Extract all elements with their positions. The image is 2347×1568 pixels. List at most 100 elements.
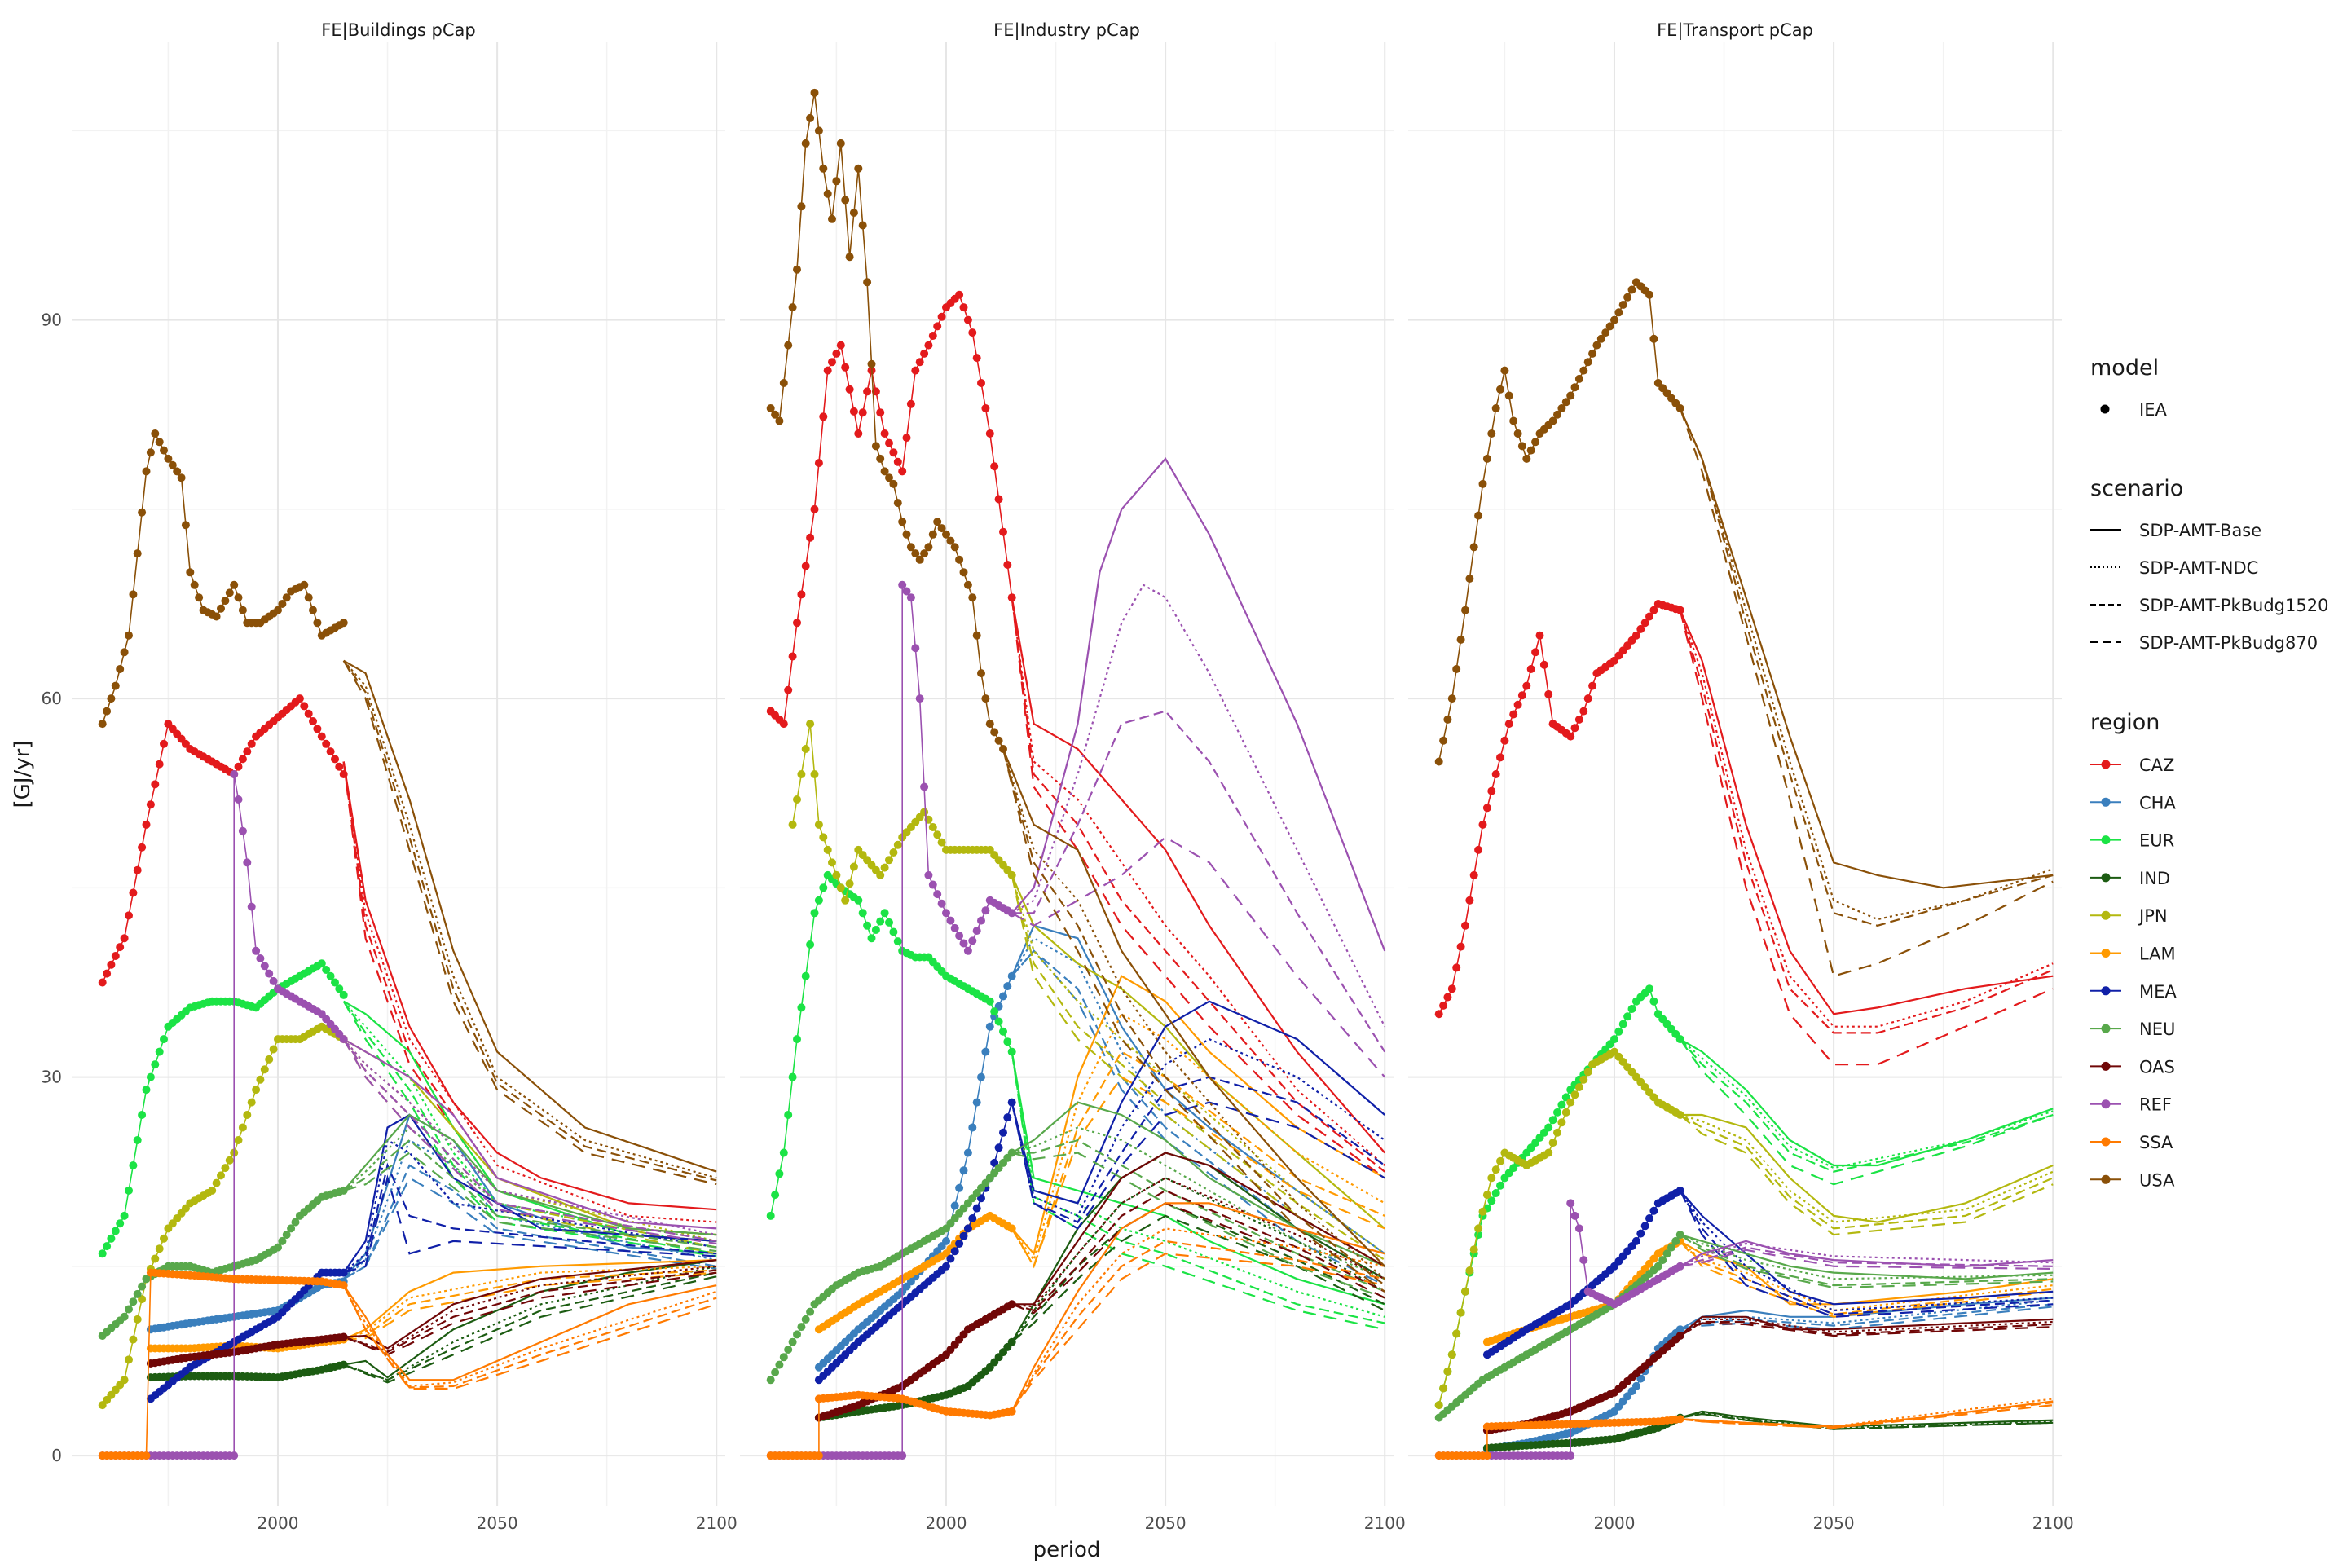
data-point: [1452, 1329, 1461, 1338]
data-point: [1452, 963, 1461, 972]
scenario-line: [1011, 1202, 1385, 1315]
data-point: [1645, 612, 1653, 621]
data-point: [195, 593, 204, 602]
data-point: [766, 1376, 775, 1385]
data-point: [1570, 1090, 1579, 1099]
data-point: [1007, 1407, 1016, 1416]
scenario-line: [342, 1000, 717, 1249]
data-point: [265, 1055, 274, 1064]
data-point: [120, 1211, 129, 1220]
data-point: [1675, 606, 1684, 614]
data-point: [999, 992, 1007, 1001]
data-point: [278, 1236, 287, 1245]
scenario-line: [1011, 975, 1385, 1256]
data-point: [810, 504, 819, 513]
scenario-line: [1680, 1240, 2054, 1267]
legend-key-point: [2101, 1099, 2111, 1109]
data-point: [212, 1178, 221, 1187]
data-point: [823, 845, 832, 854]
data-point: [138, 1111, 147, 1119]
scenario-line: [1011, 1126, 1385, 1280]
data-point: [247, 902, 256, 911]
data-point: [889, 448, 898, 457]
data-point: [304, 593, 313, 602]
data-point: [1544, 689, 1553, 698]
scenario-line: [1011, 874, 1385, 1267]
data-point: [1517, 442, 1526, 451]
data-point: [968, 593, 977, 602]
data-point: [1500, 366, 1509, 375]
data-point: [1003, 982, 1012, 991]
data-point: [1509, 416, 1518, 425]
data-point: [265, 969, 274, 978]
data-point: [1465, 575, 1474, 583]
data-point: [1596, 334, 1605, 343]
data-point: [230, 580, 239, 589]
data-point: [269, 1045, 278, 1054]
data-point: [880, 429, 889, 438]
data-point: [1007, 1224, 1016, 1233]
scenario-line: [342, 761, 717, 1223]
data-point: [1566, 1451, 1575, 1460]
data-point: [933, 830, 942, 839]
data-point: [889, 848, 898, 857]
scenario-line: [342, 1038, 717, 1242]
data-point: [841, 196, 850, 205]
data-point: [269, 976, 278, 985]
data-point: [906, 399, 915, 408]
data-point: [806, 113, 815, 122]
data-point: [1447, 984, 1456, 993]
data-point: [963, 315, 972, 324]
legend-label: MEA: [2139, 982, 2177, 1002]
data-point: [1610, 315, 1618, 324]
data-point: [823, 366, 832, 375]
data-point: [151, 780, 160, 789]
data-point: [243, 858, 252, 867]
legend-label: IEA: [2139, 400, 2167, 420]
data-point: [1504, 720, 1513, 729]
data-point: [1482, 454, 1491, 463]
data-point: [942, 1262, 950, 1271]
data-point: [1513, 429, 1522, 438]
data-point: [911, 549, 920, 558]
data-point: [155, 438, 164, 447]
scenario-line: [1011, 1037, 1385, 1218]
data-point: [116, 1219, 125, 1228]
data-point: [1443, 715, 1452, 724]
data-point: [190, 580, 199, 589]
x-tick-label: 2100: [2032, 1513, 2074, 1533]
data-point: [858, 408, 867, 417]
scenario-line: [1011, 1139, 1385, 1293]
data-point: [937, 899, 946, 908]
data-point: [994, 495, 1003, 504]
data-point: [1631, 1381, 1640, 1390]
scenario-line: [342, 1113, 717, 1280]
data-point: [238, 755, 247, 764]
data-point: [1557, 1100, 1566, 1109]
data-point: [116, 665, 125, 673]
data-point: [151, 429, 160, 438]
data-point: [801, 745, 810, 753]
x-axis-label: period: [1033, 1538, 1101, 1562]
data-point: [111, 952, 120, 960]
data-point: [129, 1335, 138, 1344]
data-point: [1649, 334, 1658, 343]
data-point: [950, 923, 959, 932]
y-tick-label: 30: [42, 1068, 62, 1087]
data-point: [1461, 606, 1469, 614]
data-point: [1548, 1139, 1557, 1147]
data-point: [854, 896, 863, 905]
data-point: [963, 1148, 972, 1157]
data-point: [1566, 1199, 1575, 1208]
data-point: [797, 202, 806, 211]
data-point: [801, 139, 810, 148]
data-point: [1605, 322, 1614, 331]
data-point: [990, 728, 999, 737]
data-point: [238, 606, 247, 614]
scenario-line: [1679, 407, 2054, 978]
data-point: [322, 739, 331, 748]
data-point: [906, 593, 915, 602]
scenario-line: [1011, 1051, 1385, 1306]
data-point: [977, 916, 985, 925]
